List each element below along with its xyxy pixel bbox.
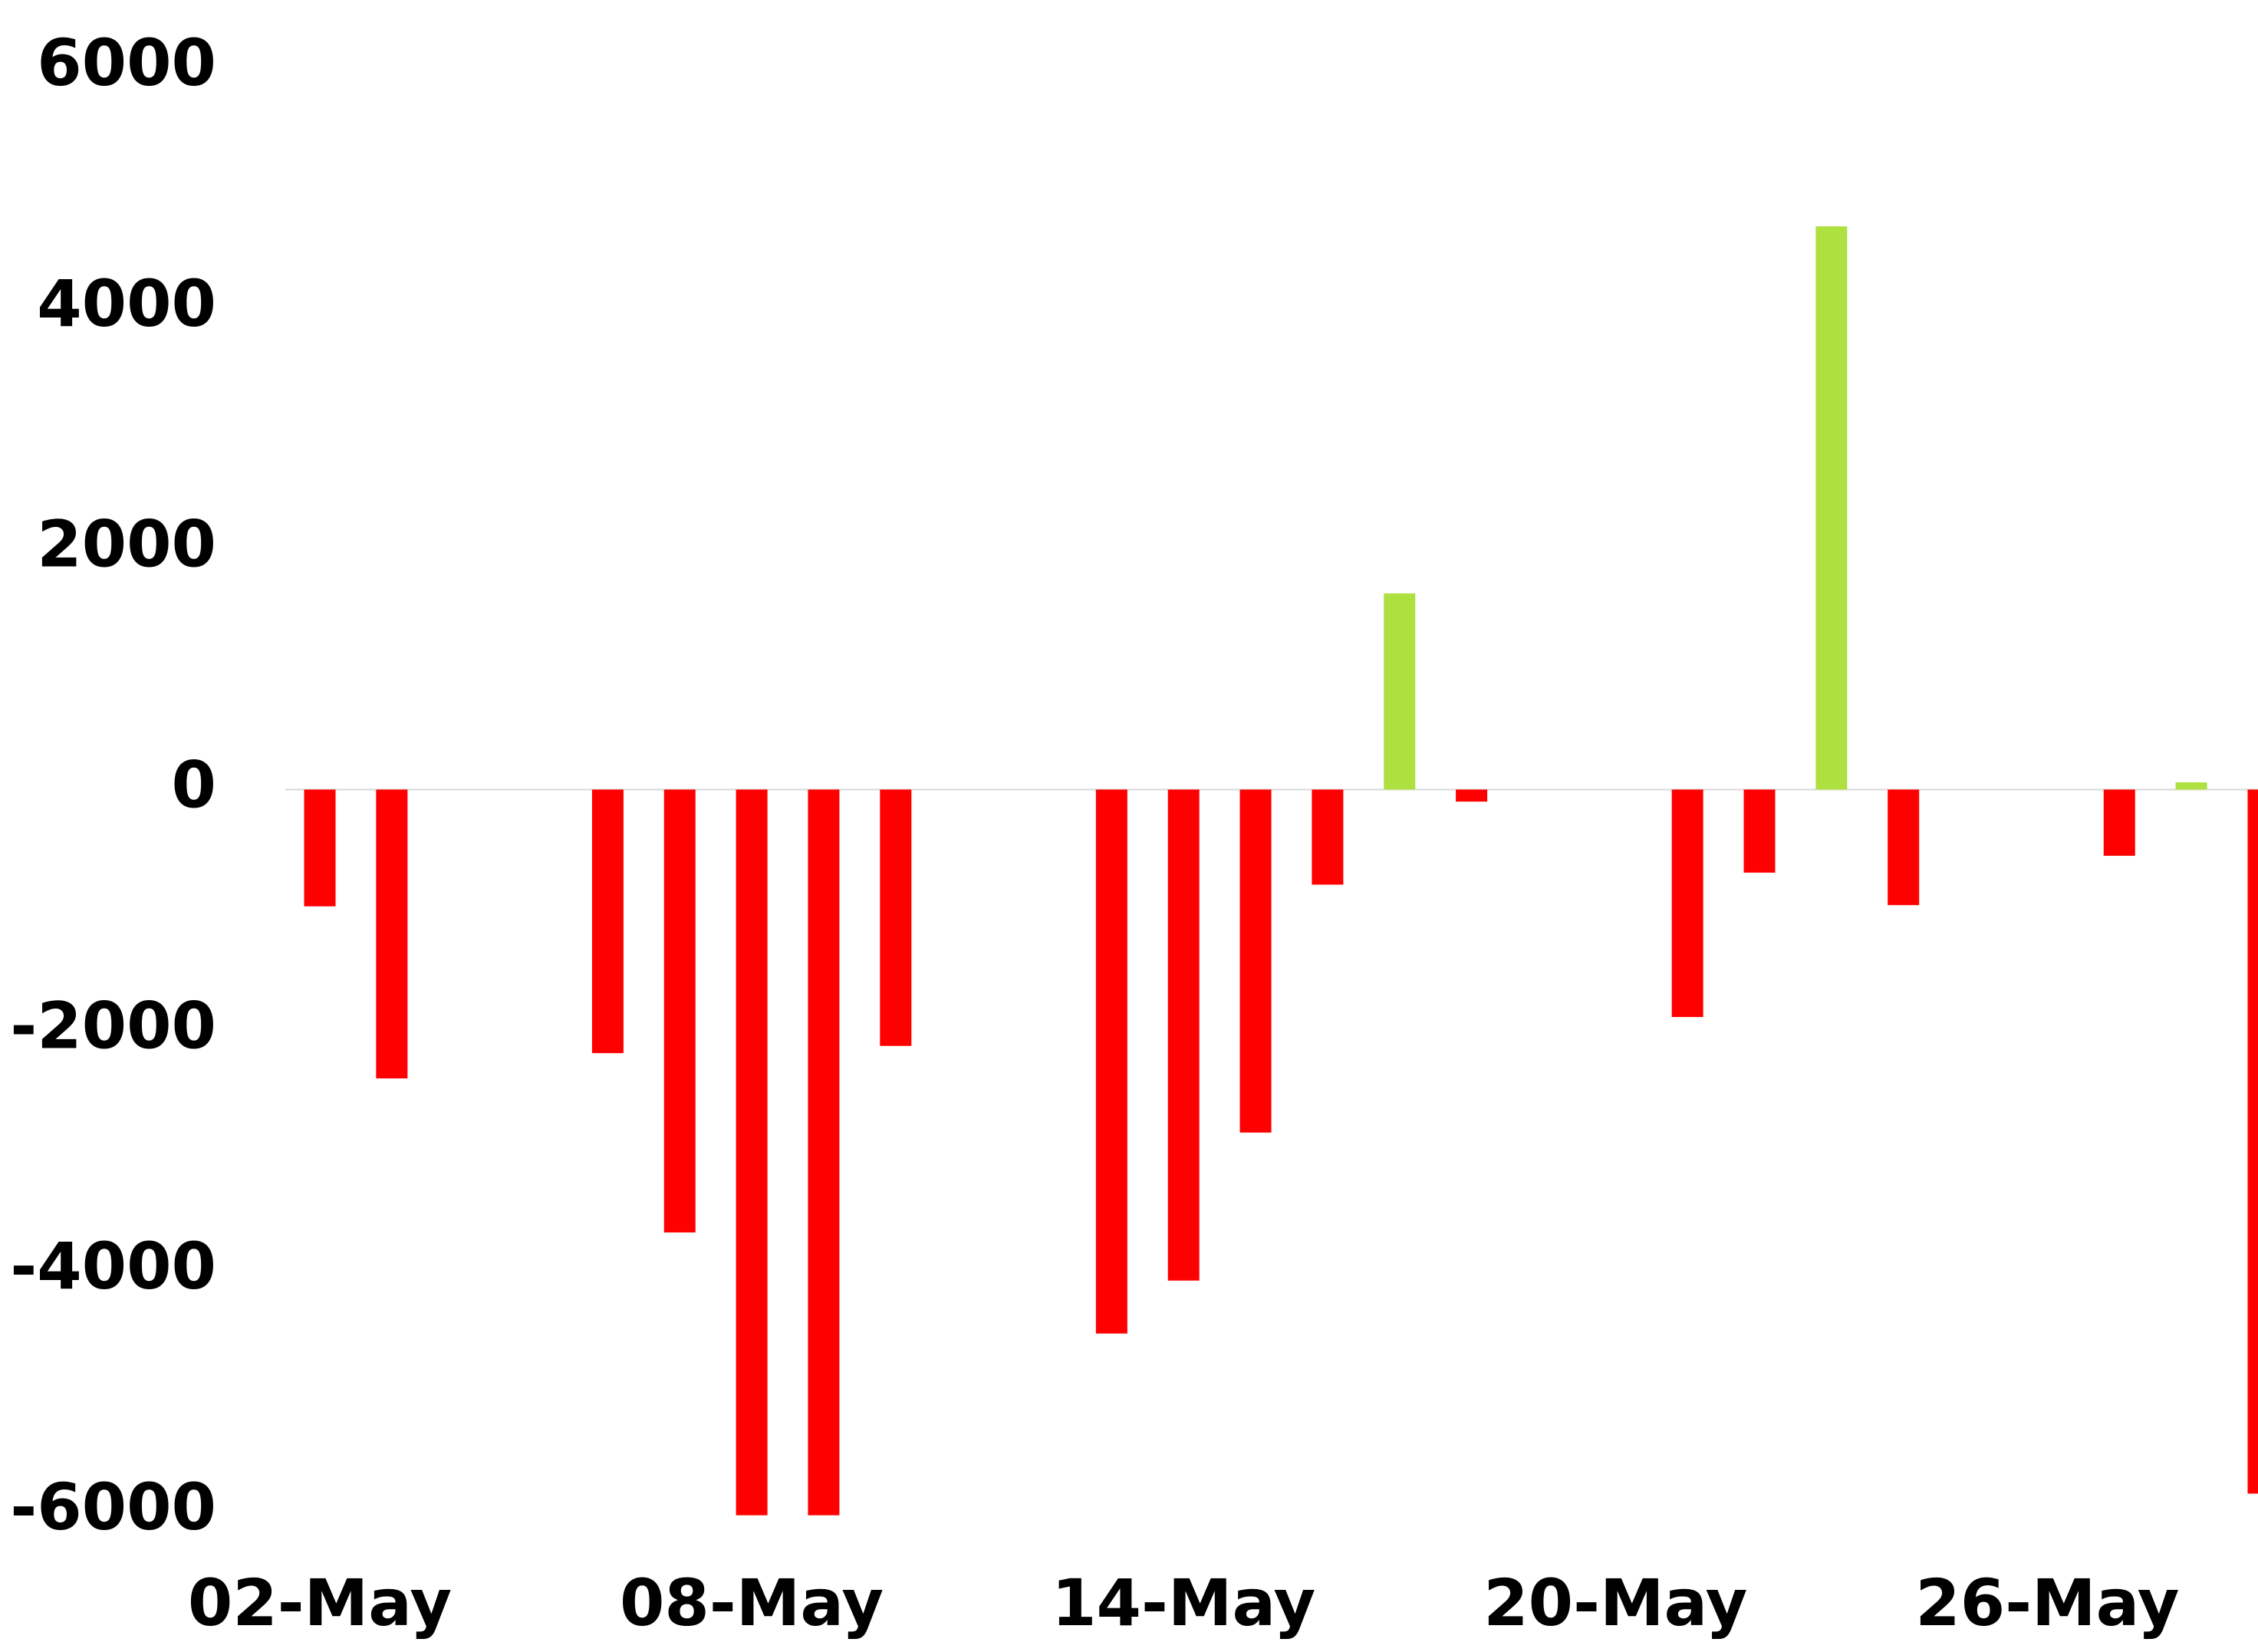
bar [304, 789, 336, 907]
y-tick-label: 4000 [37, 266, 216, 341]
y-tick-label: 6000 [37, 25, 216, 100]
y-tick-label: 2000 [37, 507, 216, 582]
bar [736, 789, 768, 1515]
bar [2247, 789, 2258, 1494]
x-tick-label: 14-May [1052, 1565, 1315, 1640]
y-tick-label: -2000 [10, 988, 216, 1063]
x-tick-label: 08-May [620, 1565, 884, 1640]
bar [1671, 789, 1703, 1018]
x-tick-label: 20-May [1483, 1565, 1747, 1640]
bar [1239, 789, 1272, 1133]
bar [1312, 789, 1344, 885]
bar [663, 789, 696, 1232]
x-tick-label: 02-May [188, 1565, 452, 1640]
bar [1743, 789, 1776, 873]
bar [1095, 789, 1127, 1334]
bar [2175, 782, 2207, 790]
bar [1888, 789, 1920, 906]
bar [1815, 226, 1848, 790]
bar [1456, 789, 1488, 802]
bar [2103, 789, 2135, 856]
bar [1384, 593, 1416, 790]
y-tick-label: 0 [172, 747, 216, 822]
bar [808, 789, 840, 1515]
bar [880, 789, 912, 1046]
y-tick-label: -6000 [10, 1469, 216, 1545]
bar [591, 789, 624, 1054]
x-tick-label: 26-May [1915, 1565, 2179, 1640]
bar [1167, 789, 1200, 1281]
bar [376, 789, 408, 1079]
y-tick-label: -4000 [10, 1229, 216, 1304]
